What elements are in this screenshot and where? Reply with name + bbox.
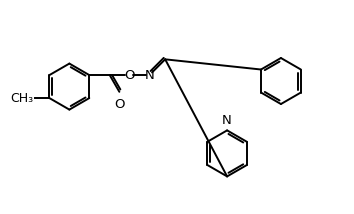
Text: N: N xyxy=(222,114,232,127)
Text: O: O xyxy=(114,98,125,111)
Text: O: O xyxy=(124,68,134,82)
Text: N: N xyxy=(144,68,154,82)
Text: CH₃: CH₃ xyxy=(10,92,33,105)
